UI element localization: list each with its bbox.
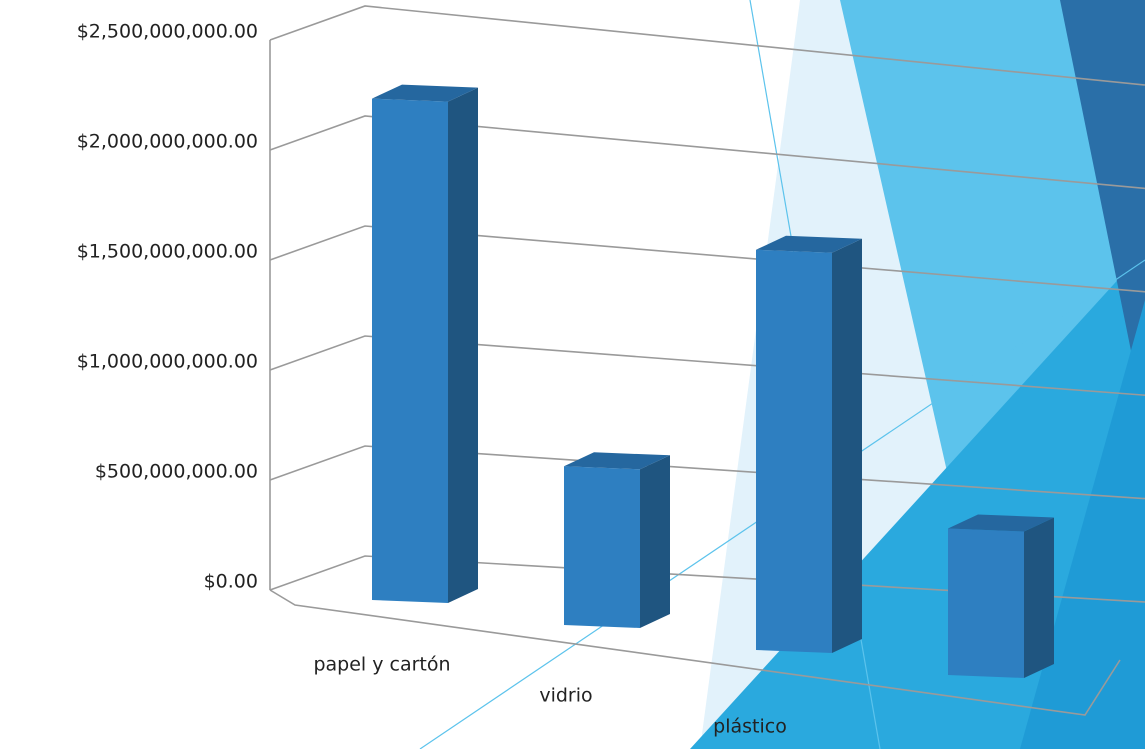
bar-face (564, 452, 670, 470)
x-tick-label: papel y cartón (313, 654, 450, 676)
grid-line (269, 445, 1145, 500)
x-tick-label: plástico (713, 716, 787, 738)
bar (756, 235, 862, 653)
y-tick-label: $2,500,000,000.00 (77, 21, 258, 43)
y-tick-label: $500,000,000.00 (95, 461, 258, 483)
grid-line (269, 335, 1145, 396)
grid-line (269, 225, 1145, 293)
x-tick-label: ferroso (901, 747, 967, 749)
bar-face (1024, 517, 1054, 678)
bar-face (372, 98, 448, 603)
y-tick-label: $1,500,000,000.00 (77, 241, 258, 263)
bar-face (372, 84, 478, 102)
bar-face (832, 238, 862, 653)
bar-face (756, 235, 862, 253)
bar-face (564, 466, 640, 628)
grid-line (269, 115, 1145, 190)
grid-line (269, 5, 1145, 86)
bar (564, 452, 670, 628)
floor (269, 589, 1121, 716)
bar (372, 84, 478, 604)
bar-face (756, 249, 832, 653)
x-tick-label: vidrio (539, 685, 592, 707)
bar-face (948, 514, 1054, 532)
bar-face (640, 455, 670, 628)
grid-line (269, 555, 1145, 603)
bar-face (448, 87, 478, 604)
y-tick-label: $2,000,000,000.00 (77, 131, 258, 153)
y-tick-label: $1,000,000,000.00 (77, 351, 258, 373)
bar-face (948, 528, 1024, 678)
y-tick-label: $0.00 (204, 571, 258, 593)
bar (948, 514, 1054, 678)
